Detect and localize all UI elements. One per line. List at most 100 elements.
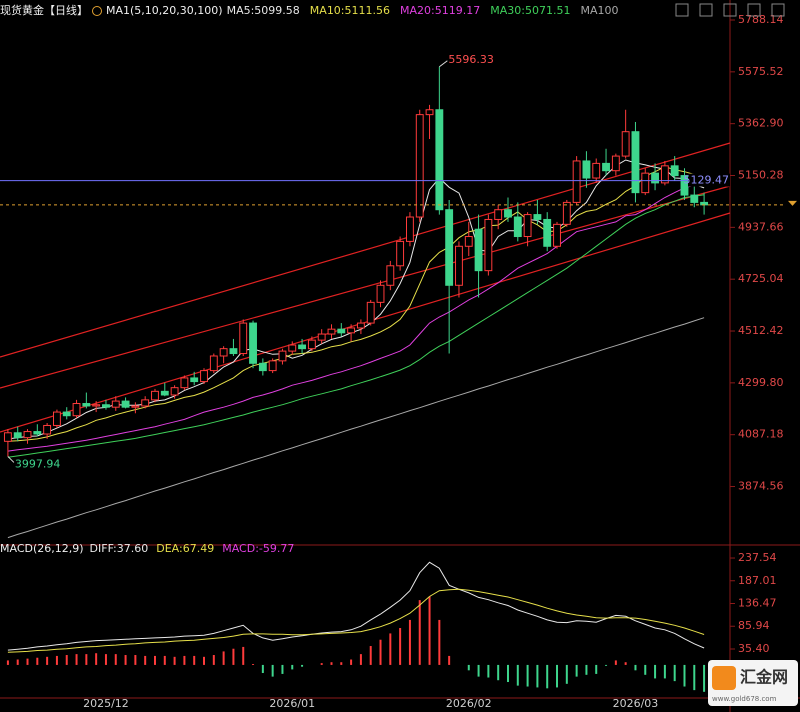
candle-body	[553, 223, 561, 247]
candle-body	[494, 209, 503, 220]
candle-body	[229, 348, 238, 355]
high-marker	[439, 60, 448, 68]
y-tick-label: 4512.42	[738, 324, 784, 337]
candle-body	[680, 175, 689, 196]
x-tick-label: 2025/12	[83, 697, 129, 710]
candle-body	[151, 390, 159, 401]
candle-body	[268, 360, 277, 372]
macd-title: MACD(26,12,9)	[0, 542, 84, 555]
y-tick-label: 5362.90	[738, 117, 784, 130]
candle-body	[298, 344, 307, 350]
candle-body	[405, 216, 414, 242]
y-tick-label: 85.94	[738, 619, 770, 632]
candle-body	[337, 328, 346, 334]
candle-body	[484, 218, 493, 272]
candle-body	[209, 355, 218, 372]
y-tick-label: 5575.52	[738, 65, 784, 78]
legend-entry: DEA:67.49	[156, 542, 214, 555]
candle-body	[533, 214, 542, 220]
candle-body	[33, 431, 42, 435]
trend-line	[0, 212, 731, 433]
toolbar[interactable]	[675, 3, 785, 17]
candle-body	[23, 431, 32, 439]
candle-body	[317, 333, 326, 341]
watermark-url: www.gold678.com	[712, 695, 777, 703]
low-marker	[7, 456, 15, 463]
y-tick-label: 136.47	[738, 597, 777, 610]
legend-entry: MA5:5099.58	[227, 4, 300, 17]
candle-body	[111, 400, 120, 408]
x-tick-label: 2026/02	[446, 697, 492, 710]
x-tick-label: 2026/01	[269, 697, 315, 710]
candle-body	[13, 432, 22, 439]
watermark-logo	[712, 666, 736, 690]
legend-entry: MA20:5119.17	[400, 4, 480, 17]
candle-body	[288, 344, 297, 352]
y-tick-label: 4725.04	[738, 272, 784, 285]
toolbar-icon[interactable]	[747, 3, 761, 17]
high-label: 5596.33	[448, 53, 494, 66]
legend-entry: MACD:-59.77	[222, 542, 294, 555]
legend-entry: MA30:5071.51	[490, 4, 570, 17]
candle-body	[190, 377, 199, 383]
candle-body	[141, 399, 150, 407]
y-tick-label: 4937.66	[738, 220, 784, 233]
candle-body	[543, 218, 552, 247]
candle-body	[641, 172, 650, 194]
y-tick-label: 187.01	[738, 574, 777, 587]
candle-body	[121, 400, 130, 408]
candle-body	[386, 265, 395, 286]
candle-body	[180, 377, 189, 389]
candle-body	[170, 387, 179, 396]
trend-line	[0, 185, 731, 389]
candle-body	[464, 236, 473, 247]
candle-body	[43, 424, 52, 435]
candle-body	[651, 172, 660, 184]
watermark: 汇金网 www.gold678.com	[708, 660, 798, 706]
macd-line	[7, 561, 705, 651]
candle-body	[258, 362, 267, 372]
candle-body	[376, 284, 385, 303]
candle-body	[72, 403, 81, 417]
candle-body	[82, 403, 91, 407]
low-label: 3997.94	[15, 457, 61, 470]
candle-body	[3, 432, 12, 442]
y-tick-label: 4087.18	[738, 428, 784, 441]
toolbar-icon[interactable]	[771, 3, 785, 17]
candle-body	[249, 322, 257, 364]
toolbar-icon[interactable]	[675, 3, 689, 17]
toolbar-icon[interactable]	[723, 3, 737, 17]
y-tick-label: 3874.56	[738, 480, 784, 493]
candle-body	[690, 194, 699, 203]
candle-body	[160, 390, 169, 396]
candle-body	[278, 350, 287, 362]
macd-line	[7, 588, 705, 653]
chart-title: 现货黄金	[0, 3, 44, 17]
price-line-label-box	[688, 173, 730, 187]
ma-line	[7, 182, 705, 452]
legend-entry: DIFF:37.60	[90, 542, 149, 555]
candle-body	[239, 322, 248, 355]
candle-body	[670, 165, 679, 177]
candle-body	[396, 240, 405, 267]
candle-body	[562, 201, 571, 225]
toolbar-icon[interactable]	[699, 3, 713, 17]
candle-body	[455, 245, 463, 286]
candle-body	[474, 228, 483, 272]
candle-body	[366, 301, 375, 324]
indicator-label: MA1(5,10,20,30,100)	[106, 4, 223, 17]
plot-layer: 5788.14 5575.52 5362.90 5150.28 4937.66 4725.…	[0, 3, 797, 710]
candle-body	[52, 411, 61, 426]
candle-body	[425, 109, 434, 116]
candle-body	[415, 114, 424, 218]
last-price-arrow	[788, 200, 797, 206]
candle-body	[307, 339, 316, 350]
candle-body	[504, 209, 512, 218]
candle-body	[62, 411, 71, 417]
candle-body	[445, 209, 454, 286]
candle-body	[582, 160, 591, 179]
candle-body	[602, 162, 610, 172]
candle-body	[356, 322, 365, 329]
